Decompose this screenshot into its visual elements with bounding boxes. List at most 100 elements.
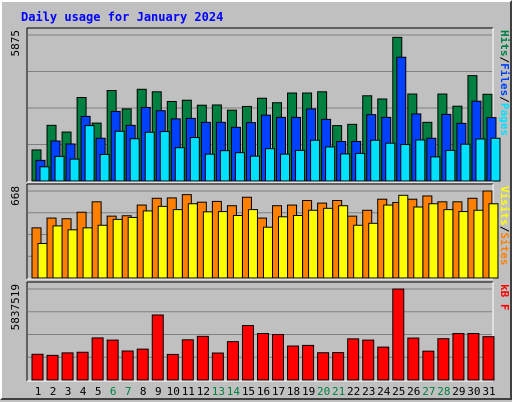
- kbytes-panel: 5837519 kB F: [9, 281, 511, 382]
- legend-separator: /: [498, 226, 511, 233]
- bar-visits-day-14: [232, 214, 243, 279]
- day-label-19: 19: [302, 385, 315, 398]
- bar-pages-day-21: [340, 153, 351, 182]
- bar-kb-f-day-5: [91, 337, 104, 381]
- bar-visits-day-18: [293, 214, 304, 279]
- bar-visits-day-22: [353, 224, 364, 279]
- bar-pages-day-30: [475, 138, 486, 182]
- day-label-26: 26: [407, 385, 420, 398]
- bar-visits-day-19: [308, 209, 319, 279]
- bar-visits-day-13: [217, 211, 228, 279]
- bar-pages-day-13: [219, 150, 230, 182]
- bar-kb-f-day-20: [317, 352, 330, 381]
- bar-visits-day-11: [187, 203, 198, 279]
- day-label-20: 20: [317, 385, 330, 398]
- bar-kb-f-day-23: [362, 339, 375, 381]
- bar-kb-f-day-22: [347, 338, 360, 381]
- day-label-31: 31: [482, 385, 495, 398]
- legend-separator: /: [498, 57, 511, 64]
- day-label-1: 1: [35, 385, 42, 398]
- bar-kb-f-day-12: [196, 335, 209, 381]
- day-label-30: 30: [467, 385, 480, 398]
- day-label-21: 21: [332, 385, 345, 398]
- bar-visits-day-5: [97, 224, 108, 279]
- day-label-13: 13: [212, 385, 225, 398]
- day-label-29: 29: [452, 385, 465, 398]
- day-label-15: 15: [242, 385, 255, 398]
- bar-visits-day-4: [82, 227, 93, 279]
- bar-visits-day-30: [473, 209, 484, 279]
- chart-title: Daily usage for January 2024: [21, 10, 224, 24]
- bar-kb-f-day-21: [332, 352, 345, 381]
- bar-pages-day-26: [415, 139, 426, 182]
- bar-visits-day-16: [262, 226, 273, 279]
- bar-kb-f-day-19: [302, 344, 315, 381]
- day-label-5: 5: [95, 385, 102, 398]
- bar-pages-day-9: [159, 131, 170, 182]
- bar-pages-day-15: [249, 155, 260, 182]
- bar-pages-day-28: [445, 149, 456, 182]
- bar-kb-f-day-11: [181, 339, 194, 381]
- bar-pages-day-31: [490, 137, 501, 182]
- bar-pages-day-11: [189, 137, 200, 182]
- legend-pages: Pages: [498, 103, 511, 136]
- bar-pages-day-16: [264, 148, 275, 182]
- day-label-10: 10: [167, 385, 180, 398]
- bar-kb-f-day-16: [256, 333, 269, 381]
- bar-pages-day-12: [204, 153, 215, 182]
- bar-pages-day-22: [355, 152, 366, 182]
- day-label-8: 8: [140, 385, 147, 398]
- bar-kb-f-day-24: [377, 346, 390, 381]
- bar-pages-day-14: [234, 152, 245, 182]
- bar-pages-day-7: [129, 138, 140, 182]
- bar-pages-day-25: [400, 143, 411, 182]
- bar-kb-f-day-6: [106, 339, 119, 381]
- day-label-14: 14: [227, 385, 241, 398]
- bar-kb-f-day-2: [46, 354, 59, 381]
- bar-kb-f-day-27: [422, 350, 435, 381]
- hits-files-pages-max-label: 5875: [9, 30, 22, 57]
- day-label-16: 16: [257, 385, 270, 398]
- bar-pages-day-2: [54, 155, 65, 182]
- bar-visits-day-21: [338, 205, 349, 279]
- bar-visits-day-24: [383, 204, 394, 279]
- day-label-7: 7: [125, 385, 132, 398]
- bar-visits-day-1: [37, 242, 48, 279]
- visits-sites-legend: Visits/Sites: [498, 186, 511, 266]
- bar-kb-f-day-17: [272, 333, 285, 381]
- bar-pages-day-27: [430, 156, 441, 182]
- legend-sites: Sites: [498, 232, 511, 265]
- bar-pages-day-18: [295, 149, 306, 182]
- legend-hits: Hits: [498, 30, 511, 57]
- day-label-11: 11: [182, 385, 195, 398]
- bar-visits-day-12: [202, 211, 213, 279]
- bar-visits-day-9: [157, 205, 168, 279]
- day-label-28: 28: [437, 385, 450, 398]
- kbytes-legend: kB F: [498, 284, 511, 311]
- day-label-9: 9: [155, 385, 162, 398]
- visits-sites-panel: 668 Visits/Sites: [9, 183, 511, 280]
- bar-kb-f-day-30: [467, 333, 480, 381]
- bar-pages-day-1: [39, 166, 50, 182]
- legend-visits: Visits: [498, 186, 511, 226]
- day-label-3: 3: [65, 385, 72, 398]
- bar-kb-f-day-10: [166, 353, 179, 381]
- bar-visits-day-2: [52, 225, 63, 279]
- bar-kb-f-day-25: [392, 288, 405, 381]
- day-label-27: 27: [422, 385, 435, 398]
- bar-kb-f-day-7: [121, 350, 134, 381]
- kbytes-max-label: 5837519: [9, 284, 22, 330]
- bar-visits-day-29: [458, 211, 469, 279]
- hits-files-pages-panel: 5875 Hits/Files/Pages: [9, 27, 511, 183]
- bar-pages-day-8: [144, 131, 155, 182]
- bar-pages-day-6: [114, 130, 125, 182]
- day-label-4: 4: [80, 385, 87, 398]
- day-label-6: 6: [110, 385, 117, 398]
- bar-pages-day-24: [385, 142, 396, 182]
- day-label-17: 17: [272, 385, 285, 398]
- bar-visits-day-20: [323, 207, 334, 279]
- day-label-24: 24: [377, 385, 391, 398]
- day-label-23: 23: [362, 385, 375, 398]
